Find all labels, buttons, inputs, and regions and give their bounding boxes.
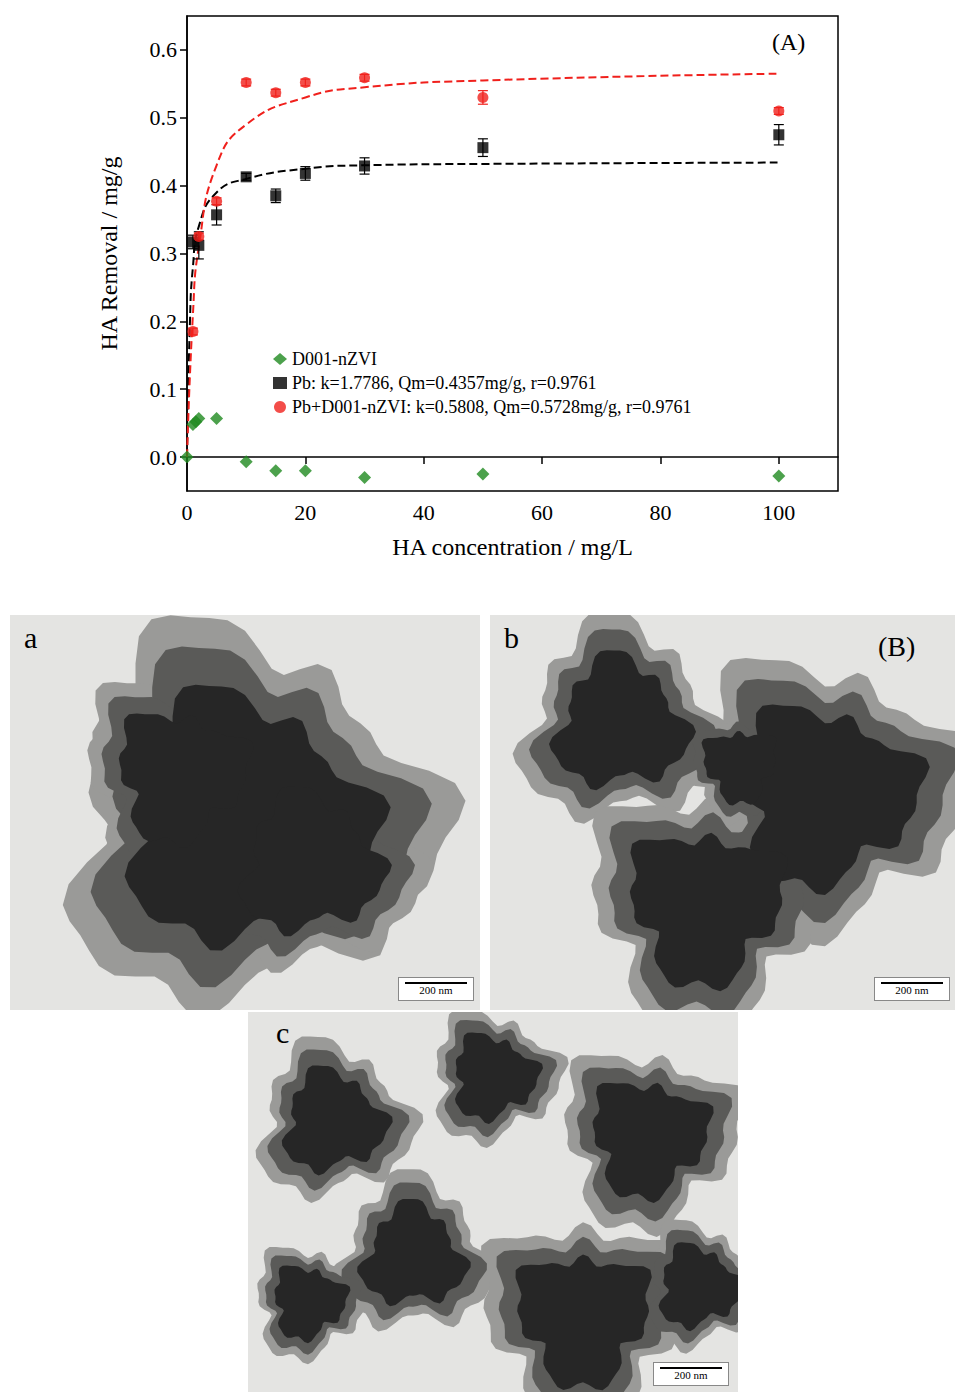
svg-text:Pb+D001-nZVI: k=0.5808, Qm=0.5: Pb+D001-nZVI: k=0.5808, Qm=0.5728mg/g, r… (292, 397, 692, 417)
svg-text:D001-nZVI: D001-nZVI (292, 349, 377, 369)
svg-text:0.3: 0.3 (150, 241, 178, 266)
html-text:b: b (504, 621, 519, 654)
svg-text:0.2: 0.2 (150, 309, 178, 334)
svg-text:HA concentration / mg/L: HA concentration / mg/L (392, 534, 633, 560)
svg-text:Pb: k=1.7786, Qm=0.4357mg/g, r: Pb: k=1.7786, Qm=0.4357mg/g, r=0.9761 (292, 373, 596, 393)
svg-text:0.4: 0.4 (150, 173, 178, 198)
svg-text:0.0: 0.0 (150, 445, 178, 470)
svg-text:80: 80 (649, 500, 671, 525)
html-text:(B): (B) (878, 631, 916, 662)
svg-text:100: 100 (762, 500, 795, 525)
svg-text:HA Removal / mg/g: HA Removal / mg/g (96, 157, 122, 351)
html-text:200 nm: 200 nm (419, 984, 453, 996)
html-text:200 nm: 200 nm (674, 1369, 708, 1381)
html-text:a: a (24, 621, 38, 654)
svg-text:0.1: 0.1 (150, 377, 178, 402)
svg-text:40: 40 (413, 500, 435, 525)
html-text:c: c (276, 1016, 290, 1049)
svg-text:60: 60 (531, 500, 553, 525)
svg-text:20: 20 (294, 500, 316, 525)
svg-text:0.5: 0.5 (150, 105, 178, 130)
svg-text:0.6: 0.6 (150, 37, 178, 62)
svg-text:0: 0 (182, 500, 193, 525)
svg-text:(A): (A) (772, 29, 805, 55)
html-text:200 nm: 200 nm (895, 984, 929, 996)
